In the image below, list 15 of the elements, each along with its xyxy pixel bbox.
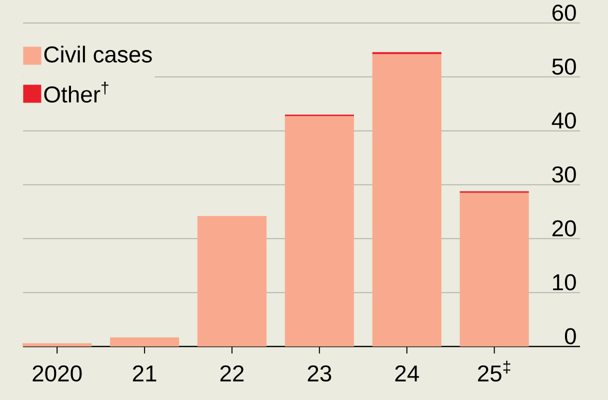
y-tick-label: 50 [552,58,576,75]
x-tick-label: 22 [220,365,244,382]
y-tick-label: 0 [564,328,576,344]
y-tick-label: 40 [552,112,576,129]
legend-label: Other$^{†}$ [44,82,108,103]
x-tick-label: 24 [395,365,419,382]
y-tick-label: 20 [552,220,576,236]
x-tick-label: 21 [132,365,156,382]
legend-label: Civil cases [44,46,152,63]
x-tick-label: 25$^{‡}$ [478,360,510,382]
x-tick-label: 2020 [32,365,82,382]
y-tick-label: 10 [553,274,576,290]
x-tick-label: 23 [308,365,332,382]
y-tick-label: 60 [552,4,576,21]
y-tick-label: 30 [552,166,576,183]
